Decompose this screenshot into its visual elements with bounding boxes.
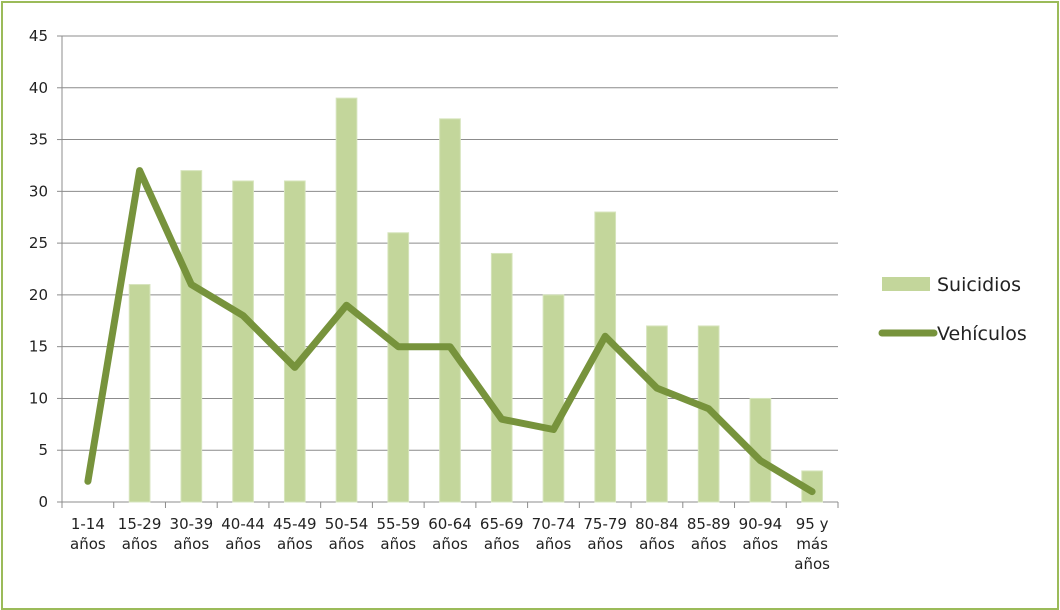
bar-suicidios (646, 325, 668, 503)
bar-suicidios (490, 252, 513, 503)
legend-swatch-suicidios (882, 277, 930, 291)
y-tick-label: 30 (29, 182, 48, 200)
x-tick-label: 40-44 años (221, 515, 265, 553)
y-tick-label: 5 (38, 441, 48, 459)
x-tick-label: 60-64 años (428, 515, 472, 553)
y-tick-label: 25 (29, 234, 48, 252)
y-tick-label: 45 (29, 27, 48, 45)
x-tick-label: 55-59 años (376, 515, 420, 553)
y-tick-label: 40 (29, 79, 48, 97)
x-tick-label: 80-84 años (635, 515, 679, 553)
y-tick-label: 20 (29, 286, 48, 304)
bar-suicidios (335, 97, 358, 503)
x-tick-label: 85-89 años (687, 515, 731, 553)
x-tick-label: 1-14 años (70, 515, 106, 553)
legend-label-vehiculos: Vehículos (937, 323, 1027, 345)
bar-suicidios (128, 284, 151, 503)
bar-suicidios (542, 294, 565, 503)
bar-suicidios (594, 211, 617, 503)
y-tick-label: 35 (29, 131, 48, 149)
y-tick-label: 10 (29, 389, 48, 407)
bar-suicidios (439, 118, 461, 503)
y-tick-label: 0 (38, 493, 48, 511)
x-tick-label: 75-79 años (583, 515, 627, 553)
x-tick-label: 90-94 años (739, 515, 783, 553)
x-tick-label: 70-74 años (532, 515, 576, 553)
bar-suicidios (283, 180, 306, 503)
x-tick-label: 15-29 años (118, 515, 162, 553)
y-tick-label: 15 (29, 338, 48, 356)
x-tick-label: 45-49 años (273, 515, 317, 553)
bar-suicidios (180, 170, 203, 503)
bar-suicidios (697, 325, 720, 503)
bar-suicidios (232, 180, 254, 503)
x-tick-label: 30-39 años (170, 515, 214, 553)
legend-label-suicidios: Suicidios (937, 274, 1021, 296)
x-tick-label: 65-69 años (480, 515, 524, 553)
bar-suicidios (387, 232, 410, 503)
x-tick-label: 95 y más años (794, 515, 830, 573)
x-tick-label: 50-54 años (325, 515, 369, 553)
